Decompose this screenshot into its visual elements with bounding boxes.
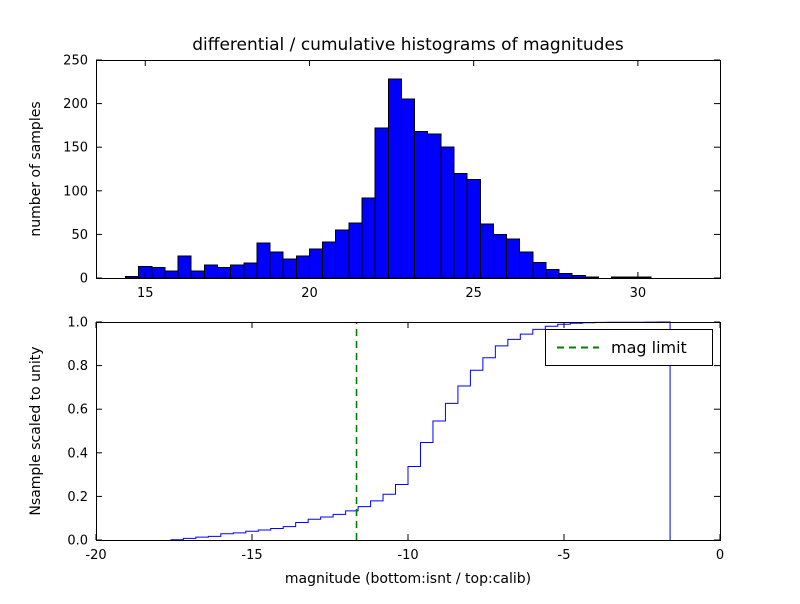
histogram-bar	[440, 146, 455, 279]
histogram-bar	[164, 270, 179, 279]
y-tick-label: 0.0	[67, 534, 88, 549]
histogram-bar	[125, 275, 140, 279]
axes-frame	[96, 60, 721, 279]
histogram-bar	[269, 251, 284, 279]
histogram-bar	[151, 267, 166, 279]
histogram-bar	[466, 178, 481, 279]
histogram-bar	[637, 276, 652, 279]
y-tick-label: 0.4	[67, 446, 88, 461]
histogram-bar	[217, 267, 232, 279]
x-tick-label: 25	[465, 286, 482, 301]
histogram-bar	[348, 222, 363, 279]
y-tick-label: 250	[63, 54, 88, 69]
histogram-bar	[322, 241, 337, 279]
histogram-bar	[203, 264, 219, 279]
y-tick-label: 50	[71, 228, 88, 243]
x-axis-label: magnitude (bottom:isnt / top:calib)	[285, 571, 531, 587]
legend: mag limit	[545, 329, 713, 366]
histogram-bar	[400, 98, 416, 279]
x-tick-label: -10	[397, 548, 418, 563]
bottom-cumulative-plot: -20 -15 -10 -5 0 0.0 0.2 0.4 0.6 0.8 1.0	[67, 316, 724, 564]
histogram-bar	[519, 251, 534, 279]
chart-title: differential / cumulative histograms of …	[192, 35, 624, 55]
histogram-bar	[414, 131, 429, 279]
histogram-bar	[335, 229, 350, 279]
x-tick-label: 30	[630, 286, 647, 301]
histogram-bar	[492, 233, 508, 279]
histogram-bar	[479, 223, 494, 279]
x-tick-label: 20	[301, 286, 318, 301]
y-tick-label: 100	[63, 184, 88, 199]
x-tick-label: 0	[716, 548, 724, 563]
histogram-bar	[190, 270, 205, 279]
y-tick-label: 0	[80, 272, 88, 287]
top-y-axis-label: number of samples	[28, 101, 44, 236]
histogram-bar	[506, 238, 521, 279]
y-tick-label: 0.2	[67, 490, 88, 505]
histogram-bar	[571, 274, 586, 279]
histogram-bar	[361, 197, 376, 279]
y-tick-label: 0.6	[67, 403, 88, 418]
y-tick-label: 1.0	[67, 316, 88, 331]
y-tick-label: 150	[63, 141, 88, 156]
histogram-bar	[624, 276, 639, 279]
y-tick-label: 200	[63, 97, 88, 112]
x-tick-label: -15	[241, 548, 262, 563]
histogram-bar	[177, 255, 192, 279]
histogram-bar	[374, 127, 389, 279]
histogram-bar	[427, 133, 442, 279]
histogram-bar	[584, 276, 599, 279]
histogram-bar	[387, 78, 402, 279]
histogram-bar	[308, 248, 324, 279]
x-tick-label: -20	[85, 548, 106, 563]
y-tick-label: 0.8	[67, 359, 88, 374]
histogram-bar	[545, 268, 560, 279]
histogram-bar	[282, 258, 297, 279]
bottom-y-axis-label: Nsample scaled to unity	[28, 346, 44, 515]
histogram-bar	[611, 276, 626, 279]
histogram-bar	[558, 273, 573, 279]
histogram-bar	[295, 255, 310, 279]
histogram-bar	[453, 172, 468, 279]
x-tick-label: 15	[137, 286, 154, 301]
top-histogram-plot: 15 20 25 30 0 50 100 150 200 250	[63, 54, 721, 301]
x-tick-label: -5	[558, 548, 571, 563]
histogram-bar	[532, 261, 547, 279]
legend-label: mag limit	[611, 338, 687, 357]
histogram-bar	[243, 262, 258, 279]
histogram-bar	[230, 264, 245, 279]
histogram-bar	[256, 242, 271, 279]
